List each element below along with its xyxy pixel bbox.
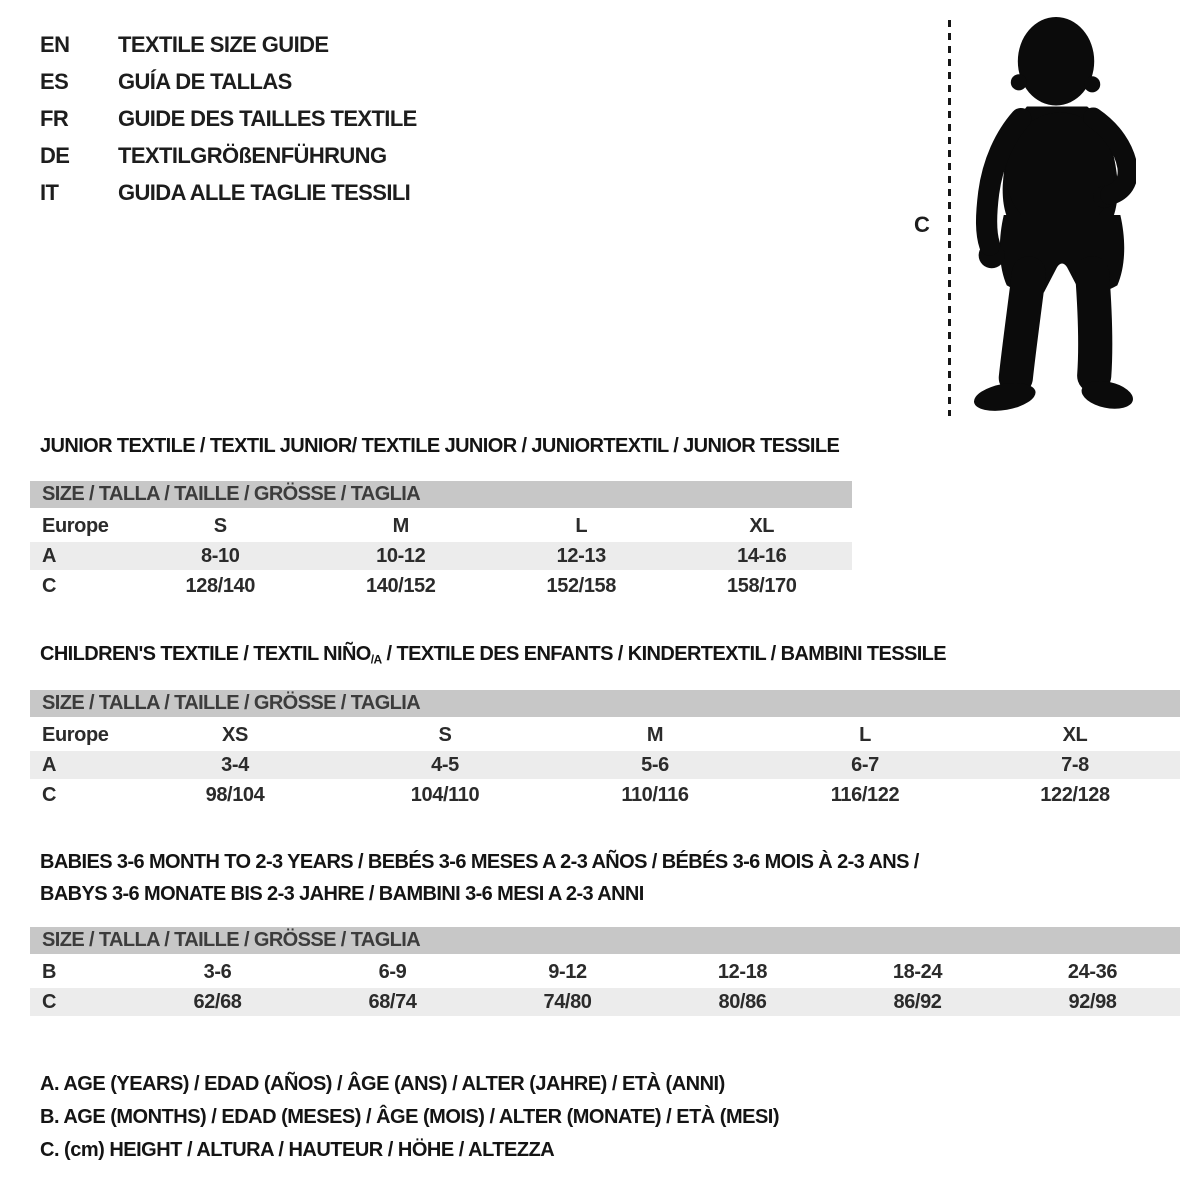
lang-code: ES <box>40 68 69 94</box>
table-row-europe: Europe S M L XL <box>30 512 852 540</box>
lang-label: TEXTILE SIZE GUIDE <box>118 31 329 57</box>
cell: 92/98 <box>1068 990 1117 1013</box>
cell: 10-12 <box>376 544 426 567</box>
babies-section-title: BABIES 3-6 MONTH TO 2-3 YEARS / BEBÉS 3-… <box>40 846 970 910</box>
table-row-age: A 8-10 10-12 12-13 14-16 <box>30 542 852 570</box>
cell: 7-8 <box>1061 753 1089 776</box>
lang-code: IT <box>40 179 59 205</box>
lang-code: EN <box>40 31 70 57</box>
cell: 12-18 <box>717 960 768 983</box>
cell: L <box>859 723 871 746</box>
children-title-part1: CHILDREN'S TEXTILE / TEXTIL NIÑO <box>40 643 371 665</box>
lang-label: GUIDE DES TAILLES TEXTILE <box>118 105 417 131</box>
cell: 128/140 <box>185 574 256 597</box>
row-label: C <box>42 574 57 597</box>
cell: 12-13 <box>556 544 607 567</box>
cell: 6-9 <box>378 960 407 983</box>
cell: 86/92 <box>893 990 942 1013</box>
cell: 158/170 <box>727 574 797 597</box>
cell: 18-24 <box>892 960 943 983</box>
row-label: Europe <box>42 514 109 537</box>
table-row-height: C 128/140 140/152 152/158 158/170 <box>30 572 852 600</box>
lang-label: GUIDA ALLE TAGLIE TESSILI <box>118 179 411 205</box>
cell: 104/110 <box>410 783 480 806</box>
cell: 8-10 <box>201 544 240 567</box>
size-header-bar: SIZE / TALLA / TAILLE / GRÖSSE / TAGLIA <box>30 927 1180 954</box>
cell: 80/86 <box>718 990 767 1013</box>
size-header-bar: SIZE / TALLA / TAILLE / GRÖSSE / TAGLIA <box>30 481 852 508</box>
cell: 68/74 <box>368 990 417 1013</box>
lang-row-en: EN TEXTILE SIZE GUIDE <box>40 26 417 63</box>
junior-section-title: JUNIOR TEXTILE / TEXTIL JUNIOR/ TEXTILE … <box>40 435 840 457</box>
cell: S <box>213 514 227 537</box>
cell: 110/116 <box>621 783 689 806</box>
row-label: A <box>42 544 57 567</box>
cell: M <box>646 723 664 746</box>
cell: 9-12 <box>548 960 587 983</box>
cell: M <box>392 514 410 537</box>
cell: 62/68 <box>193 990 242 1013</box>
junior-size-table: SIZE / TALLA / TAILLE / GRÖSSE / TAGLIA … <box>30 481 852 602</box>
row-label: C <box>42 783 57 806</box>
cell: L <box>575 514 588 537</box>
cell: 140/152 <box>366 574 436 597</box>
table-row-months: B 3-6 6-9 9-12 12-18 18-24 24-36 <box>30 958 1180 986</box>
babies-title-line2: BABYS 3-6 MONATE BIS 2-3 JAHRE / BAMBINI… <box>40 883 644 905</box>
row-label: A <box>42 753 57 776</box>
legend-line-c: C. (cm) HEIGHT / ALTURA / HAUTEUR / HÖHE… <box>40 1139 555 1161</box>
cell: XL <box>749 514 775 537</box>
cell: 6-7 <box>851 753 879 776</box>
cell: XL <box>1062 723 1088 746</box>
lang-row-fr: FR GUIDE DES TAILLES TEXTILE <box>40 100 417 137</box>
cell: 152/158 <box>546 574 617 597</box>
height-measure-label: C <box>914 212 930 237</box>
legend-line-b: B. AGE (MONTHS) / EDAD (MESES) / ÂGE (MO… <box>40 1106 780 1128</box>
height-measure-dashed-line <box>948 20 951 416</box>
legend: A. AGE (YEARS) / EDAD (AÑOS) / ÂGE (ANS)… <box>40 1068 780 1167</box>
table-row-height: C 62/68 68/74 74/80 80/86 86/92 92/98 <box>30 988 1180 1016</box>
children-section-title: CHILDREN'S TEXTILE / TEXTIL NIÑO/A / TEX… <box>40 643 947 667</box>
cell: 116/122 <box>830 783 900 806</box>
lang-code: DE <box>40 142 70 168</box>
table-row-height: C 98/104 104/110 110/116 116/122 122/128 <box>30 781 1180 809</box>
lang-label: TEXTILGRÖßENFÜHRUNG <box>118 142 387 168</box>
size-header-bar: SIZE / TALLA / TAILLE / GRÖSSE / TAGLIA <box>30 690 1180 717</box>
children-title-subscript: /A <box>370 652 382 667</box>
cell: 24-36 <box>1067 960 1118 983</box>
lang-code: FR <box>40 105 69 131</box>
lang-row-de: DE TEXTILGRÖßENFÜHRUNG <box>40 137 417 174</box>
babies-title-line1: BABIES 3-6 MONTH TO 2-3 YEARS / BEBÉS 3-… <box>40 851 919 873</box>
cell: XS <box>222 723 248 746</box>
cell: 4-5 <box>431 753 459 776</box>
cell: S <box>438 723 452 746</box>
children-size-table: SIZE / TALLA / TAILLE / GRÖSSE / TAGLIA … <box>30 690 1180 811</box>
cell: 14-16 <box>737 544 787 567</box>
toddler-silhouette-icon <box>973 17 1136 411</box>
cell: 3-4 <box>221 753 249 776</box>
lang-label: GUÍA DE TALLAS <box>118 68 292 94</box>
table-row-europe: Europe XS S M L XL <box>30 721 1180 749</box>
cell: 122/128 <box>1040 783 1110 806</box>
row-label: B <box>42 960 57 983</box>
legend-line-a: A. AGE (YEARS) / EDAD (AÑOS) / ÂGE (ANS)… <box>40 1073 725 1095</box>
babies-size-table: SIZE / TALLA / TAILLE / GRÖSSE / TAGLIA … <box>30 927 1180 1018</box>
row-label: Europe <box>42 723 109 746</box>
cell: 3-6 <box>203 960 232 983</box>
lang-row-es: ES GUÍA DE TALLAS <box>40 63 417 100</box>
table-row-age: A 3-4 4-5 5-6 6-7 7-8 <box>30 751 1180 779</box>
cell: 5-6 <box>641 753 669 776</box>
cell: 98/104 <box>205 783 265 806</box>
row-label: C <box>42 990 57 1013</box>
cell: 74/80 <box>543 990 592 1013</box>
children-title-part2: / TEXTILE DES ENFANTS / KINDERTEXTIL / B… <box>381 643 947 665</box>
lang-row-it: IT GUIDA ALLE TAGLIE TESSILI <box>40 174 417 211</box>
language-title-list: EN TEXTILE SIZE GUIDE ES GUÍA DE TALLAS … <box>40 26 417 211</box>
